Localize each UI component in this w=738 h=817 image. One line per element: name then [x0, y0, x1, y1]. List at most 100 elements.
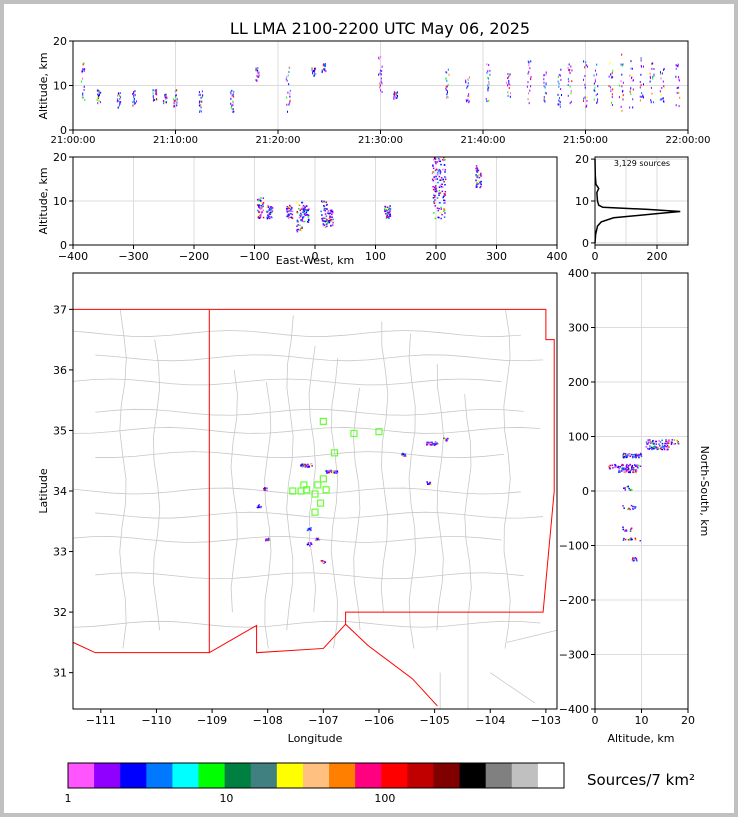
source-point: [199, 110, 201, 113]
source-point: [661, 86, 663, 89]
source-point: [468, 78, 470, 81]
source-point: [309, 527, 311, 530]
y-tick-label: 400: [568, 267, 589, 280]
source-point: [633, 505, 635, 508]
source-point: [545, 73, 547, 76]
source-point: [433, 186, 436, 189]
source-point: [624, 467, 626, 470]
source-point: [262, 487, 265, 490]
source-point: [303, 209, 305, 212]
source-point: [476, 167, 479, 169]
source-point: [635, 454, 638, 457]
source-point: [650, 442, 652, 444]
source-point: [507, 94, 509, 97]
source-point: [327, 210, 330, 212]
source-point: [632, 453, 634, 456]
source-point: [626, 469, 628, 471]
source-point: [664, 445, 667, 447]
source-point: [119, 98, 121, 101]
source-point: [569, 102, 571, 105]
source-point: [466, 87, 468, 90]
source-point: [165, 97, 167, 100]
source-point: [432, 167, 435, 170]
source-point: [622, 467, 625, 470]
source-point: [631, 76, 633, 79]
source-point: [625, 468, 628, 470]
source-point: [440, 178, 443, 181]
source-point: [291, 216, 293, 219]
source-point: [307, 214, 309, 216]
source-point: [666, 446, 668, 448]
source-point: [675, 67, 677, 70]
lma-station-markers: [289, 417, 383, 516]
source-point: [297, 228, 299, 231]
source-point: [437, 216, 439, 219]
source-point: [654, 440, 657, 443]
source-point: [425, 444, 428, 446]
source-point: [529, 67, 531, 70]
source-point: [198, 104, 200, 107]
source-point: [260, 202, 263, 204]
source-point: [176, 101, 178, 104]
source-point: [230, 102, 232, 105]
source-point: [331, 472, 334, 474]
source-point: [635, 506, 637, 508]
source-point: [133, 92, 135, 95]
source-point: [558, 99, 560, 102]
source-point: [330, 209, 333, 211]
source-point: [621, 470, 623, 472]
source-point: [651, 92, 653, 95]
source-point: [509, 73, 511, 76]
ns-altitude-ylabel: North-South, km: [698, 446, 711, 537]
source-point: [379, 82, 381, 85]
source-point: [384, 210, 386, 212]
source-point: [651, 67, 653, 70]
source-point: [434, 158, 437, 160]
county-border: [95, 408, 524, 416]
source-point: [321, 214, 323, 216]
source-point: [584, 97, 586, 100]
source-point: [301, 218, 303, 221]
source-point: [291, 213, 294, 216]
source-point: [595, 94, 597, 97]
source-point: [569, 68, 571, 71]
source-point: [300, 465, 302, 467]
source-point: [486, 63, 488, 66]
source-point: [260, 207, 262, 210]
source-point: [632, 98, 634, 101]
source-point: [628, 487, 630, 490]
source-point: [286, 79, 288, 82]
colorbar-swatch: [407, 763, 434, 788]
y-tick-label: 31: [53, 667, 67, 680]
source-point: [305, 211, 308, 214]
source-point: [324, 561, 326, 563]
source-point: [82, 96, 84, 99]
source-point: [468, 100, 470, 103]
source-point: [434, 199, 436, 201]
source-point: [267, 216, 270, 218]
source-point: [627, 464, 630, 467]
source-point: [153, 99, 155, 102]
source-point: [300, 214, 303, 216]
source-point: [260, 197, 262, 199]
x-tick-label: 0: [592, 714, 599, 727]
source-point: [321, 69, 323, 72]
source-point: [476, 175, 479, 177]
source-point: [82, 68, 84, 71]
source-point: [597, 85, 599, 88]
source-point: [152, 89, 154, 92]
source-point: [443, 199, 446, 202]
source-point: [487, 76, 489, 79]
county-border: [95, 572, 524, 580]
source-point: [478, 176, 480, 179]
source-point: [433, 190, 436, 192]
source-point: [630, 504, 633, 507]
x-tick-label: −108: [253, 714, 283, 727]
source-point: [432, 164, 434, 167]
source-point: [610, 89, 612, 92]
source-point: [593, 98, 595, 101]
source-point: [624, 489, 627, 491]
source-point: [320, 560, 323, 562]
source-point: [176, 99, 178, 102]
y-tick-label: −100: [559, 540, 589, 553]
